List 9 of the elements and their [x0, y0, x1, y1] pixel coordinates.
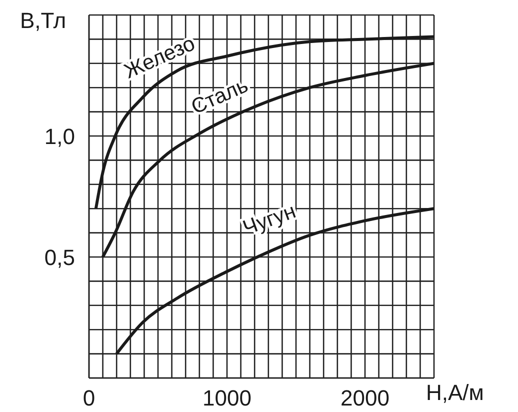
x-tick-label: 1000 — [202, 386, 252, 411]
y-axis-title: B,Тл — [20, 8, 66, 33]
x-axis-title: H,А/м — [426, 380, 484, 405]
x-tick-label: 2000 — [340, 386, 390, 411]
x-tick-label: 0 — [82, 386, 96, 411]
y-tick-label: 0,5 — [44, 244, 75, 270]
text: Чугун — [240, 200, 299, 240]
y-tick-label: 1,0 — [44, 124, 75, 149]
text: Сталь — [188, 74, 252, 119]
